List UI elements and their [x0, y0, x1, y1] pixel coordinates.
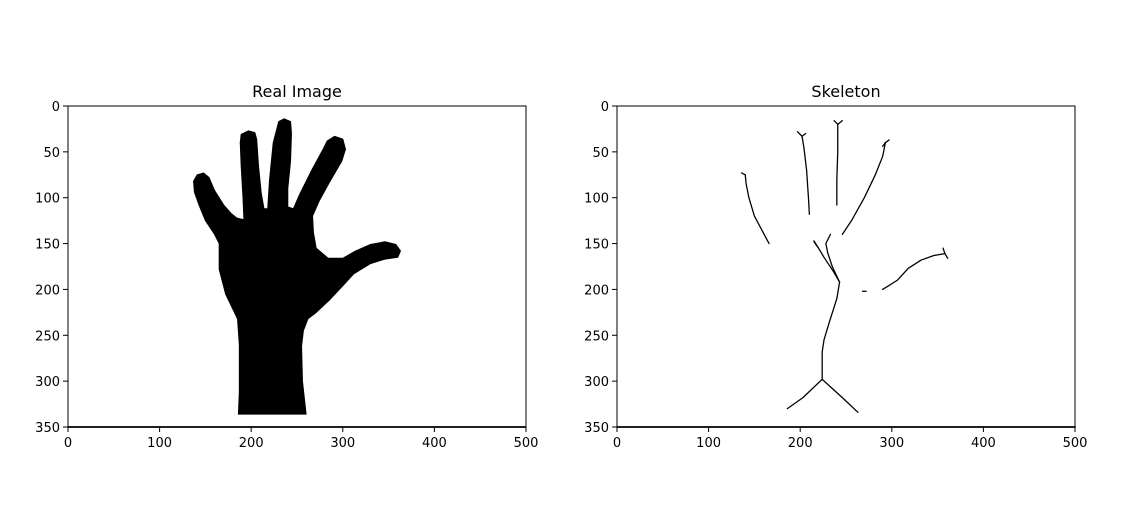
y-tick-label: 250 — [35, 329, 60, 344]
skeleton-segment — [881, 142, 887, 147]
x-tick-label: 0 — [64, 436, 72, 451]
skeleton-segment — [884, 139, 890, 144]
y-tick-label: 350 — [35, 421, 60, 436]
skeleton-segment — [821, 281, 841, 380]
axes-frame-skeleton — [616, 105, 1076, 428]
y-tick-label: 150 — [35, 238, 60, 253]
panel-skeleton: Skeleton 0 100 200 300 400 500 0 50 100 150 200 250… — [584, 82, 1087, 451]
x-tick-label: 100 — [696, 436, 721, 451]
panel-real-image: Real Image 0 100 200 300 400 500 0 50 100 150 200 2… — [35, 82, 538, 451]
skeleton-strokes — [616, 120, 1076, 428]
skeleton-segment — [801, 132, 807, 137]
skeleton-segment — [881, 253, 946, 291]
y-tick-label: 100 — [584, 192, 609, 207]
x-tick-label: 400 — [971, 436, 996, 451]
y-tick-label: 0 — [601, 100, 609, 115]
x-tick-label: 200 — [788, 436, 813, 451]
ticks-skeleton: 0 100 200 300 400 500 0 50 100 150 200 250 300 350 — [584, 100, 1087, 451]
hand-shape — [68, 118, 527, 428]
y-tick-label: 200 — [584, 283, 609, 298]
skeleton-segment — [740, 172, 746, 176]
skeleton-segment — [813, 240, 820, 249]
hand-silhouette-fill — [193, 118, 401, 415]
skeleton-segment — [833, 120, 839, 125]
x-tick-label: 300 — [879, 436, 904, 451]
y-tick-label: 150 — [584, 238, 609, 253]
title-real-image: Real Image — [252, 82, 342, 101]
skeleton-segment — [801, 135, 811, 215]
y-tick-label: 50 — [43, 146, 60, 161]
y-tick-label: 100 — [35, 192, 60, 207]
axes-frame-real-image — [67, 105, 527, 428]
skeleton-lines — [616, 120, 1076, 428]
x-tick-label: 300 — [330, 436, 355, 451]
title-skeleton: Skeleton — [811, 82, 880, 101]
y-tick-label: 300 — [584, 375, 609, 390]
skeleton-segment — [786, 378, 859, 413]
y-tick-label: 350 — [584, 421, 609, 436]
skeleton-segment — [825, 233, 841, 283]
x-tick-label: 500 — [514, 436, 539, 451]
y-tick-label: 0 — [52, 100, 60, 115]
x-tick-label: 500 — [1063, 436, 1088, 451]
ticks-real-image: 0 100 200 300 400 500 0 50 100 150 200 250 300 350 — [35, 100, 538, 451]
y-tick-label: 250 — [584, 329, 609, 344]
skeleton-segment — [796, 131, 803, 137]
x-tick-label: 100 — [147, 436, 172, 451]
skeleton-segment — [942, 247, 946, 255]
y-tick-label: 200 — [35, 283, 60, 298]
skeleton-segment — [944, 253, 949, 259]
y-tick-label: 300 — [35, 375, 60, 390]
x-tick-label: 200 — [239, 436, 264, 451]
y-tick-label: 50 — [592, 146, 609, 161]
skeleton-segment — [837, 120, 843, 125]
hand-silhouette — [68, 118, 527, 428]
skeleton-segment — [841, 142, 887, 236]
skeleton-segment — [836, 123, 839, 206]
skeleton-segment — [744, 174, 770, 245]
x-tick-label: 0 — [613, 436, 621, 451]
x-tick-label: 400 — [422, 436, 447, 451]
